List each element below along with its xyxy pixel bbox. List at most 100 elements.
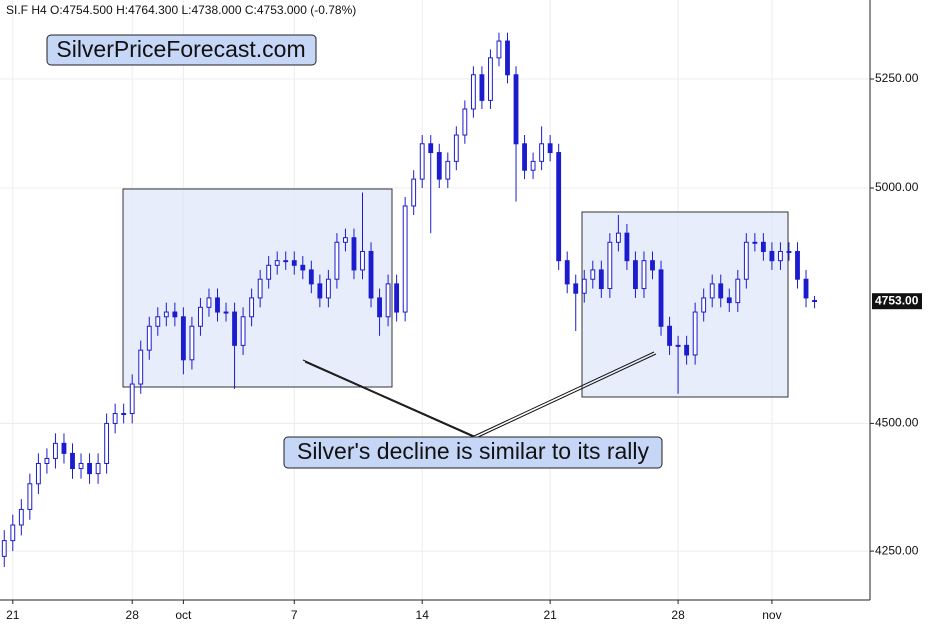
annotation-box xyxy=(283,436,663,469)
candle-body xyxy=(232,311,237,346)
candle-body xyxy=(718,283,724,299)
x-tick-label: 7 xyxy=(291,608,298,622)
last-price-label: 4753.00 xyxy=(875,293,919,307)
candle-body xyxy=(138,349,144,385)
candle-body xyxy=(215,297,220,313)
candle-body xyxy=(317,283,323,299)
candle-body xyxy=(641,260,647,290)
candle-body xyxy=(795,250,800,280)
candle-body xyxy=(590,269,596,280)
y-tick-label: 5000.00 xyxy=(875,180,919,194)
candle-body xyxy=(607,241,613,290)
candle-body xyxy=(343,237,348,243)
candle-body xyxy=(411,178,417,207)
candle-body xyxy=(257,278,263,299)
candle-body xyxy=(701,297,707,313)
candle-body xyxy=(163,311,169,318)
candle-body xyxy=(189,325,195,361)
candle-body xyxy=(172,311,178,318)
candle-body xyxy=(726,297,732,304)
candle-body xyxy=(539,143,545,162)
candle-body xyxy=(513,74,519,145)
candle-body xyxy=(266,264,272,280)
pointer-line xyxy=(304,361,477,439)
candle-body xyxy=(735,278,741,304)
candle-body xyxy=(44,457,50,464)
candle-body xyxy=(453,134,459,162)
candle-body xyxy=(394,283,400,313)
candle-body xyxy=(300,264,306,271)
candle-body xyxy=(95,462,101,475)
candle-body xyxy=(198,306,203,327)
candle-body xyxy=(1,540,7,557)
candle-body xyxy=(675,344,681,347)
candle-body xyxy=(692,311,698,356)
candle-body xyxy=(27,483,33,510)
pointer-line xyxy=(473,351,655,437)
candle-body xyxy=(223,311,229,314)
candle-body xyxy=(769,250,775,262)
candle-body xyxy=(743,241,749,280)
chart-title: SI.F H4 O:4754.500 H:4764.300 L:4738.000… xyxy=(6,3,356,17)
candle-body xyxy=(180,316,186,361)
x-tick-label: 28 xyxy=(126,608,140,622)
candle-body xyxy=(598,269,604,290)
candle-body xyxy=(334,241,340,280)
candle-body xyxy=(581,278,587,294)
candle-body xyxy=(615,232,621,243)
candle-body xyxy=(274,260,280,266)
candle-body xyxy=(633,260,638,290)
candles xyxy=(1,32,817,567)
candle-body xyxy=(624,232,630,262)
candle-body xyxy=(658,269,664,327)
candle-body xyxy=(112,412,118,424)
last-price-marker xyxy=(872,293,922,310)
annotation: Silver's decline is similar to its rally xyxy=(297,438,650,464)
pointer-line xyxy=(302,359,475,437)
candle-body xyxy=(53,442,58,459)
pointer-lines xyxy=(302,351,657,439)
candle-body xyxy=(308,269,314,285)
candle-body xyxy=(419,143,425,180)
candle-body xyxy=(155,316,161,327)
candle-body xyxy=(667,325,672,346)
candle-body xyxy=(385,283,391,318)
candle-body xyxy=(522,143,527,171)
candle-body xyxy=(10,524,16,542)
candle-body xyxy=(812,299,817,302)
candle-body xyxy=(206,297,212,308)
candle-body xyxy=(283,260,289,263)
pointer-line xyxy=(475,353,657,439)
candle-body xyxy=(488,57,493,101)
candle-body xyxy=(752,241,758,244)
candle-body xyxy=(402,205,408,313)
y-tick-label: 4500.00 xyxy=(875,416,919,430)
x-tick-label: 28 xyxy=(671,608,685,622)
candle-body xyxy=(547,143,553,154)
candle-body xyxy=(573,283,579,294)
candle-body xyxy=(496,40,502,59)
x-tick-label: oct xyxy=(175,608,192,622)
x-tick-label: 14 xyxy=(416,608,430,622)
candle-body xyxy=(462,108,468,136)
candle-body xyxy=(351,237,357,271)
candle-body xyxy=(479,74,485,101)
x-tick-label: 21 xyxy=(543,608,557,622)
candle-body xyxy=(104,422,110,464)
candle-body xyxy=(684,344,690,356)
highlight-box xyxy=(122,188,393,388)
candle-body xyxy=(786,250,792,253)
candle-body xyxy=(650,260,655,271)
highlight-box xyxy=(581,211,789,398)
candle-body xyxy=(556,152,562,262)
candle-body xyxy=(61,442,67,454)
candle-body xyxy=(360,250,365,271)
candle-body xyxy=(377,297,382,318)
candle-body xyxy=(803,278,809,299)
candle-body xyxy=(249,297,255,318)
candle-body xyxy=(564,260,570,285)
candle-body xyxy=(18,508,24,526)
candle-body xyxy=(121,412,127,415)
